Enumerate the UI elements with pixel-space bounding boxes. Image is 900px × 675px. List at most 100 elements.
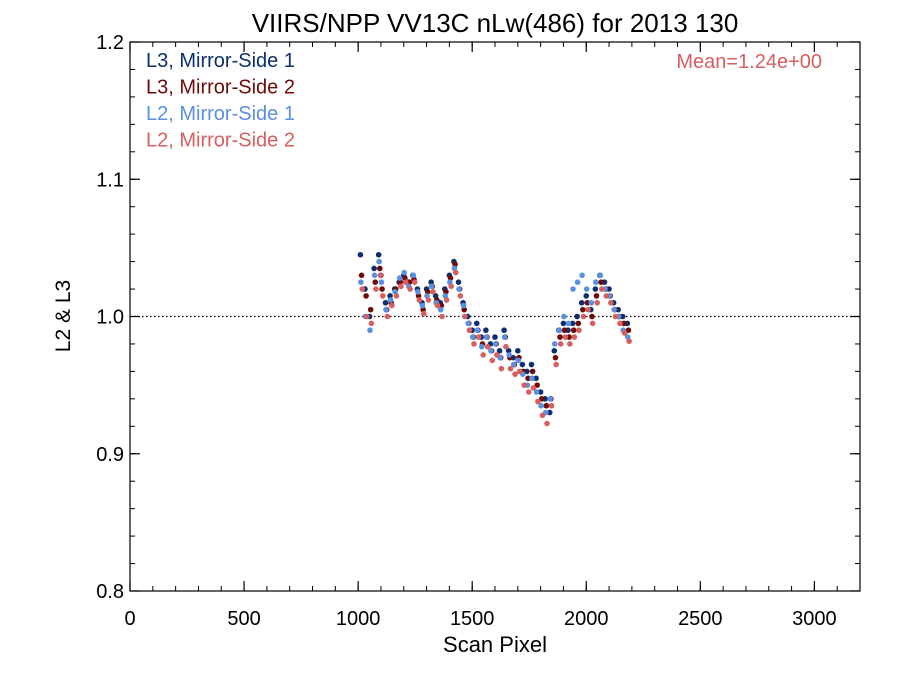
data-point [359, 286, 366, 292]
data-point [506, 352, 512, 358]
data-point [507, 365, 514, 372]
data-point [538, 396, 545, 402]
data-point [465, 320, 471, 327]
data-point [556, 327, 563, 334]
data-point [406, 279, 413, 285]
data-point [411, 279, 418, 285]
data-point [548, 402, 555, 409]
data-point [529, 375, 535, 382]
x-tick-label: 2500 [678, 608, 723, 630]
data-point [478, 343, 485, 350]
y-axis-label: L2 & L3 [52, 280, 75, 352]
data-point [492, 334, 498, 340]
data-point [469, 334, 476, 340]
data-point [579, 272, 585, 279]
data-point [376, 265, 383, 272]
data-point [379, 286, 385, 292]
data-point [368, 320, 375, 327]
data-point [529, 368, 536, 375]
data-point [402, 279, 409, 285]
data-point [407, 286, 413, 292]
data-point [551, 348, 558, 354]
data-point [357, 251, 364, 258]
data-point [373, 286, 379, 292]
legend-entry: L2, Mirror-Side 1 [146, 103, 295, 125]
data-point [420, 306, 426, 313]
data-point [480, 352, 486, 358]
data-point [521, 382, 527, 388]
data-point [443, 297, 450, 303]
data-point [571, 334, 578, 340]
legend-entry: L2, Mirror-Side 2 [146, 130, 295, 152]
data-point [593, 279, 599, 285]
data-point [456, 286, 462, 292]
data-point [562, 334, 569, 340]
legend-entry: L3, Mirror-Side 1 [146, 50, 295, 72]
data-point [512, 371, 518, 377]
data-point [358, 279, 364, 285]
data-point [498, 365, 505, 372]
data-point [387, 297, 394, 303]
data-point [575, 320, 582, 327]
x-tick-label: 1500 [450, 608, 495, 630]
data-point [415, 293, 422, 299]
data-point [494, 352, 500, 358]
data-point [551, 341, 558, 347]
data-point [396, 275, 403, 281]
data-point [462, 313, 468, 320]
data-point [376, 258, 382, 265]
data-point [588, 299, 595, 306]
data-point [598, 286, 605, 292]
data-point [397, 279, 404, 285]
data-point [569, 320, 576, 327]
data-point [621, 320, 627, 327]
data-point [565, 320, 572, 327]
data-point [552, 354, 559, 361]
data-point [525, 375, 531, 382]
data-point [539, 412, 546, 419]
data-point [483, 327, 489, 334]
data-point [501, 327, 507, 334]
data-point [583, 293, 590, 299]
legend-entry: L3, Mirror-Side 2 [146, 77, 295, 99]
data-point [612, 313, 619, 320]
data-point [505, 348, 512, 354]
data-point [557, 341, 564, 347]
data-point [415, 288, 421, 295]
data-point [553, 361, 559, 368]
data-point [608, 299, 614, 306]
data-point [574, 279, 581, 285]
y-tick-label: 1.0 [96, 307, 124, 329]
data-point [367, 327, 373, 334]
data-point [561, 313, 567, 320]
data-point [398, 283, 404, 290]
data-point [455, 279, 462, 285]
data-point [621, 330, 628, 336]
data-point [372, 279, 379, 285]
data-point [489, 357, 496, 364]
data-point [457, 293, 464, 299]
legend: L3, Mirror-Side 1 L3, Mirror-Side 2 L2, Mi… [146, 50, 295, 152]
x-tick-label: 0 [124, 608, 135, 630]
data-point [474, 327, 481, 334]
data-point [377, 272, 384, 279]
data-point [570, 327, 577, 334]
data-point [363, 293, 369, 299]
data-point [387, 293, 393, 299]
data-point [603, 293, 610, 299]
data-point [488, 348, 494, 354]
data-point [389, 302, 395, 309]
x-tick-label: 1000 [336, 608, 381, 630]
data-point [537, 389, 544, 395]
y-tick-label: 0.8 [96, 581, 124, 603]
data-point [530, 385, 537, 391]
data-point [473, 320, 480, 327]
data-point [461, 306, 468, 313]
data-point [378, 279, 385, 285]
data-point [484, 343, 491, 350]
data-point [448, 283, 455, 290]
data-point [483, 334, 490, 340]
data-point [516, 368, 523, 375]
y-tick-label: 1.1 [96, 169, 124, 191]
